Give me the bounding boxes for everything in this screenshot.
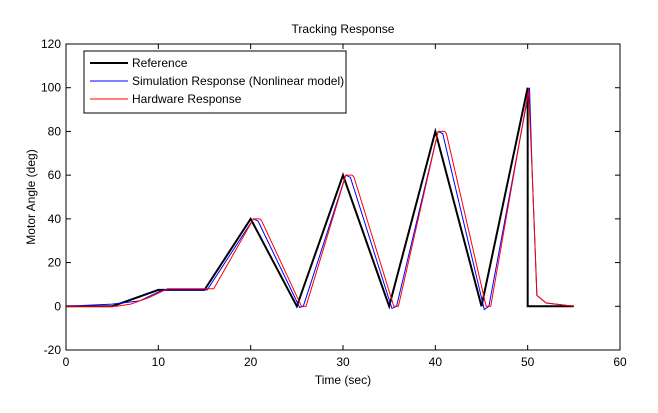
chart-title: Tracking Response	[292, 22, 395, 36]
y-tick-label: -20	[44, 343, 62, 357]
y-tick-label: 100	[41, 81, 61, 95]
legend-label: Simulation Response (Nonlinear model)	[132, 74, 344, 88]
y-tick-label: 40	[48, 212, 62, 226]
legend-label: Hardware Response	[132, 92, 242, 106]
x-tick-label: 0	[63, 355, 70, 369]
y-axis-label: Motor Angle (deg)	[24, 149, 38, 244]
x-tick-label: 40	[429, 355, 443, 369]
series-line-0	[66, 87, 574, 310]
legend: Reference Simulation Response (Nonlinear …	[83, 50, 347, 114]
legend-label: Reference	[132, 56, 188, 70]
series-line-1	[65, 87, 574, 311]
y-tick-label: 20	[48, 256, 62, 270]
x-tick-label: 30	[336, 355, 350, 369]
x-tick-label: 50	[521, 355, 535, 369]
series-lines	[65, 87, 574, 311]
y-tick-label: 120	[41, 37, 61, 51]
series-line-2	[66, 89, 574, 307]
y-tick-label: 0	[54, 299, 61, 313]
y-tick-label: 60	[48, 168, 62, 182]
x-tick-label: 20	[244, 355, 258, 369]
x-tick-label: 10	[152, 355, 166, 369]
legend-box	[83, 50, 347, 114]
y-tick-label: 80	[48, 124, 62, 138]
x-tick-label: 60	[613, 355, 627, 369]
x-axis-label: Time (sec)	[315, 373, 371, 387]
